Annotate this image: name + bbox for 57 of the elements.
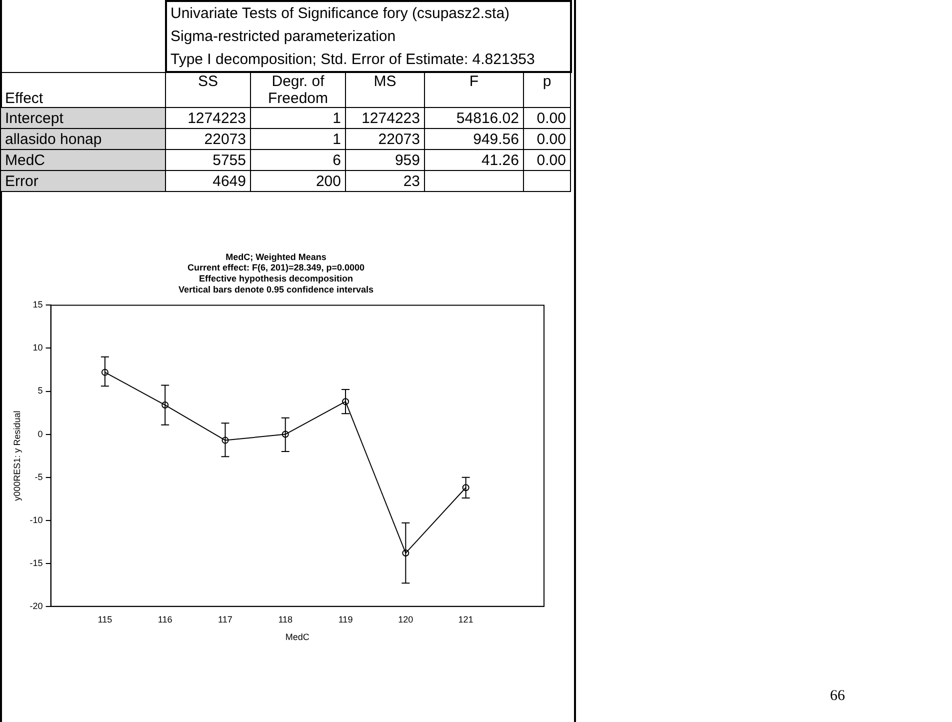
y-tick-label: -5 (34, 472, 43, 482)
point (282, 430, 289, 438)
category-label: MedC (5, 152, 46, 168)
x-tick-label: 119 (338, 614, 353, 624)
x-tick-label: 115 (98, 614, 112, 624)
text: 5755 (212, 152, 246, 168)
point (222, 436, 229, 444)
category-label: allasido honap (5, 130, 102, 148)
x-axis-title: MedC (285, 632, 310, 642)
x-tick-label: 121 (458, 614, 474, 624)
text: 949.56 (473, 130, 519, 148)
x-tick-label: 116 (158, 614, 172, 624)
y-tick-label: -20 (30, 600, 43, 611)
x-tick-label: 118 (278, 614, 293, 624)
text: Univariate Tests of Significance fory (csupasz2.sta) (166, 1, 570, 25)
category-label: p (524, 72, 570, 108)
y-axis-title: y000RES1: y Residual (12, 410, 22, 501)
point (462, 484, 470, 492)
text: 959 (394, 152, 420, 168)
point (101, 368, 108, 376)
category-label: Error (5, 172, 38, 190)
y-tick-label: 0 (38, 428, 43, 439)
text: 66 (830, 688, 845, 705)
text: 1274223 (188, 110, 246, 126)
text: 0.00 (536, 110, 566, 126)
category-label: SS (166, 72, 250, 108)
chart-title: MedC; Weighted Means (226, 252, 326, 262)
point (402, 550, 410, 557)
category-label: F (424, 72, 524, 108)
text: 22073 (378, 130, 420, 148)
text: Sigma-restricted parameterization Type I decomposition; Std. Error of Estimate: 4.821353 (170, 27, 536, 70)
text: 4649 (212, 172, 246, 190)
x-tick-label: 120 (398, 614, 414, 624)
text: 22073 (204, 130, 246, 148)
text: 1274223 (362, 110, 420, 126)
point (162, 402, 169, 409)
text: 0.00 (536, 130, 566, 148)
text: 0.00 (536, 152, 566, 168)
category-label: MS (346, 72, 424, 108)
text: 200 (316, 172, 341, 190)
category-label: Effect (0, 72, 166, 108)
text: 6 (332, 152, 341, 168)
y-tick-label: 5 (38, 386, 43, 396)
text: 23 (403, 172, 420, 190)
chart-subtitle: Current effect: F(6, 201)=28.349, p=0.0000 Effective hypothesis decomposition Vertical bars denote 0.95 confidence intervals (178, 262, 374, 294)
text: 1 (332, 110, 341, 126)
point (342, 398, 350, 406)
y-tick-label: -10 (30, 514, 43, 525)
y-tick-label: -15 (30, 558, 43, 568)
y-tick-label: 15 (32, 300, 43, 310)
category-label: Degr. of Freedom (250, 72, 346, 108)
category-label: Intercept (5, 110, 64, 126)
text: 41.26 (481, 152, 519, 168)
text: 1 (332, 130, 341, 148)
x-tick-label: 117 (218, 614, 232, 624)
text: 54816.02 (456, 110, 519, 126)
y-tick-label: 10 (32, 342, 43, 353)
